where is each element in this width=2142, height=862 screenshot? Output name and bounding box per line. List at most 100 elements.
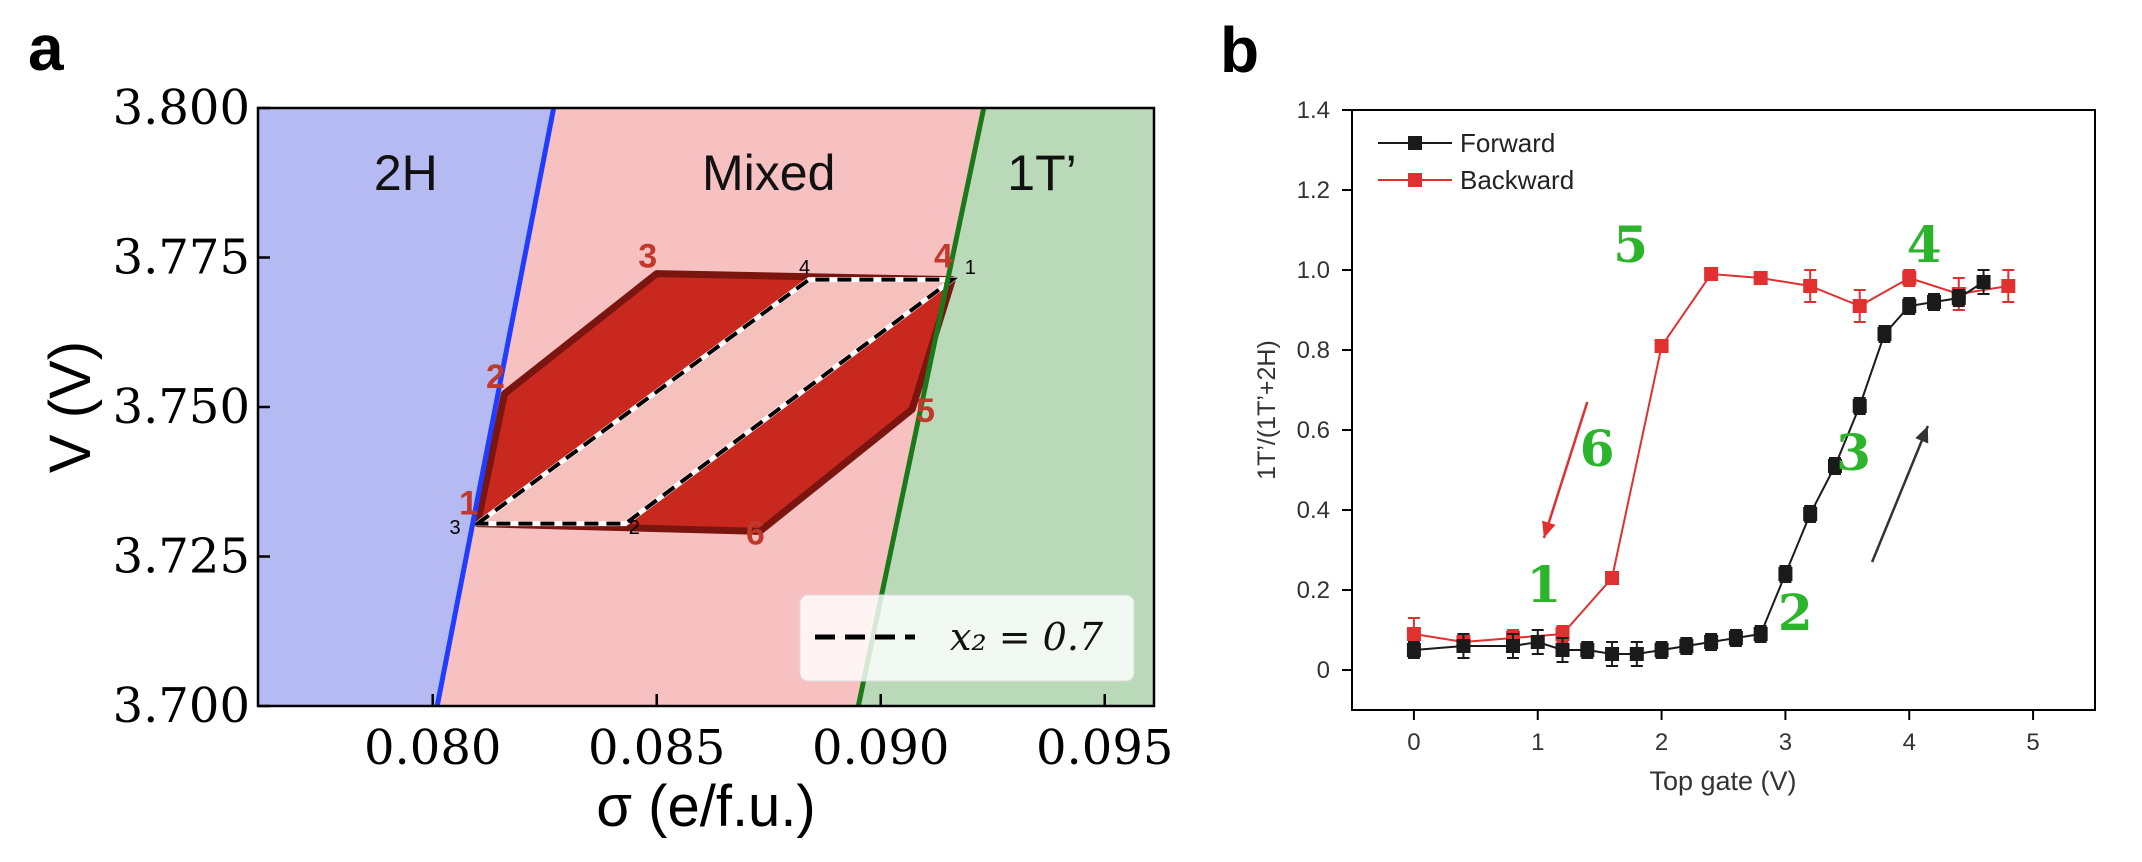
loop-point-label: 2 (486, 358, 505, 396)
data-point-forward (1778, 567, 1793, 581)
data-point-forward (1902, 299, 1917, 313)
x-tick-label: 5 (2026, 729, 2039, 756)
region-label: 2H (374, 145, 438, 201)
x-tick-label: 2 (1655, 729, 1668, 756)
panel-a-chart: 2H Mixed 1T’ 1 2 3 4 5 6 1 2 3 4 0.080 0.085 0.090 0.09… (38, 80, 1173, 839)
data-point-forward (1555, 643, 1570, 657)
legend-entry-label: Backward (1460, 165, 1574, 195)
y-tick-label: 1.2 (1297, 177, 1330, 204)
legend-marker (1408, 173, 1422, 187)
y-tick-label: 3.725 (113, 529, 250, 585)
inner-dashed-loop (471, 277, 959, 526)
x-tick-label: 0.080 (364, 720, 501, 776)
y-tick-label: 0 (1317, 657, 1330, 684)
dashed-loop-point-label: 1 (965, 257, 976, 279)
legend-marker (1408, 136, 1422, 150)
x-tick-label: 4 (1903, 729, 1916, 756)
step-label: 5 (1613, 215, 1648, 274)
series-line-backward (1413, 272, 2009, 644)
step-label: 4 (1907, 215, 1942, 274)
y-tick-label: 3.800 (113, 80, 250, 136)
panel-b-chart: 0 1 2 3 4 5 0 0.2 0.4 0.6 0.8 1.0 1.2 1.4 1 2 3 4 5 6 Forw… (1253, 97, 2096, 796)
data-point-backward (1654, 339, 1669, 353)
loop-point-label: 4 (934, 238, 953, 276)
x-tick-label: 0 (1407, 729, 1420, 756)
y-tick-label: 0.8 (1297, 337, 1330, 364)
data-point-forward (1852, 399, 1867, 413)
data-point-forward (1704, 635, 1719, 649)
panel-b-letter: b (1220, 14, 1259, 86)
data-point-forward (1877, 327, 1892, 341)
data-point-forward (1580, 643, 1595, 657)
data-point-forward (1505, 639, 1520, 653)
data-point-forward (1976, 275, 1991, 289)
region-label: 1T’ (1007, 145, 1076, 201)
data-point-backward (1704, 267, 1719, 281)
data-point-forward (1951, 291, 1966, 305)
data-point-forward (1406, 643, 1421, 657)
data-point-forward (1605, 647, 1620, 661)
loop-point-label: 6 (746, 515, 765, 553)
backward-arrow (1542, 401, 1589, 539)
y-tick-label: 1.0 (1297, 257, 1330, 284)
y-tick-label: 1.4 (1297, 97, 1330, 124)
loop-point-label: 3 (638, 238, 657, 276)
x-tick-label: 1 (1531, 729, 1544, 756)
x-tick-label: 3 (1779, 729, 1792, 756)
step-label: 3 (1836, 423, 1871, 482)
step-label: 1 (1527, 555, 1562, 614)
data-point-forward (1728, 631, 1743, 645)
loop-point-label: 1 (459, 485, 478, 523)
y-tick-label: 0.2 (1297, 577, 1330, 604)
arrow-head (1542, 520, 1556, 538)
data-point-backward (1406, 627, 1421, 641)
data-point-forward (1753, 627, 1768, 641)
data-point-backward (1902, 271, 1917, 285)
panel-b-frame (1351, 109, 2096, 711)
data-point-backward (2001, 279, 2016, 293)
y-tick-label: 0.6 (1297, 417, 1330, 444)
data-point-forward (1827, 459, 1842, 473)
y-tick-label: 3.775 (113, 230, 250, 286)
region-1t (858, 108, 1154, 706)
dashed-loop-point-label: 4 (799, 257, 810, 279)
legend-entry-label: Forward (1460, 128, 1555, 158)
panel-a-xlabel: σ (e/f.u.) (596, 774, 816, 839)
forward-arrow (1870, 425, 1929, 563)
series-line-forward (1413, 281, 1985, 655)
step-label: 2 (1778, 583, 1813, 642)
data-point-backward (1605, 571, 1620, 585)
x-tick-label: 0.090 (812, 720, 949, 776)
data-point-forward (1679, 639, 1694, 653)
arrow-head (1915, 426, 1929, 444)
data-point-backward (1852, 299, 1867, 313)
panel-a-ylabel: V (V) (38, 341, 103, 473)
panel-b-ylabel: 1T’/(1T’+2H) (1253, 340, 1281, 480)
dashed-loop-point-label: 3 (450, 517, 461, 539)
data-point-forward (1456, 639, 1471, 653)
x-tick-label: 0.095 (1036, 720, 1173, 776)
data-point-forward (1803, 507, 1818, 521)
loop-point-label: 5 (916, 392, 935, 430)
boundary-2h-mixed (434, 108, 557, 706)
panel-b-xlabel: Top gate (V) (1649, 766, 1796, 796)
panel-a-legend: x₂ = 0.7 (799, 594, 1135, 682)
data-point-backward (1753, 271, 1768, 285)
legend-label: x₂ = 0.7 (950, 615, 1104, 659)
region-2h (258, 108, 554, 706)
y-tick-label: 3.700 (113, 678, 250, 734)
y-tick-label: 0.4 (1297, 497, 1330, 524)
x-tick-label: 0.085 (588, 720, 725, 776)
data-point-forward (1654, 643, 1669, 657)
dashed-loop-point-label: 2 (629, 517, 640, 539)
step-label: 6 (1580, 419, 1615, 478)
region-label: Mixed (702, 145, 835, 201)
panel-b-legend: Forward Backward (1378, 128, 1574, 195)
y-tick-label: 3.750 (113, 379, 250, 435)
data-point-backward (1803, 279, 1818, 293)
data-point-forward (1530, 635, 1545, 649)
data-point-forward (1629, 647, 1644, 661)
data-point-forward (1927, 295, 1942, 309)
panel-a-letter: a (28, 12, 64, 84)
